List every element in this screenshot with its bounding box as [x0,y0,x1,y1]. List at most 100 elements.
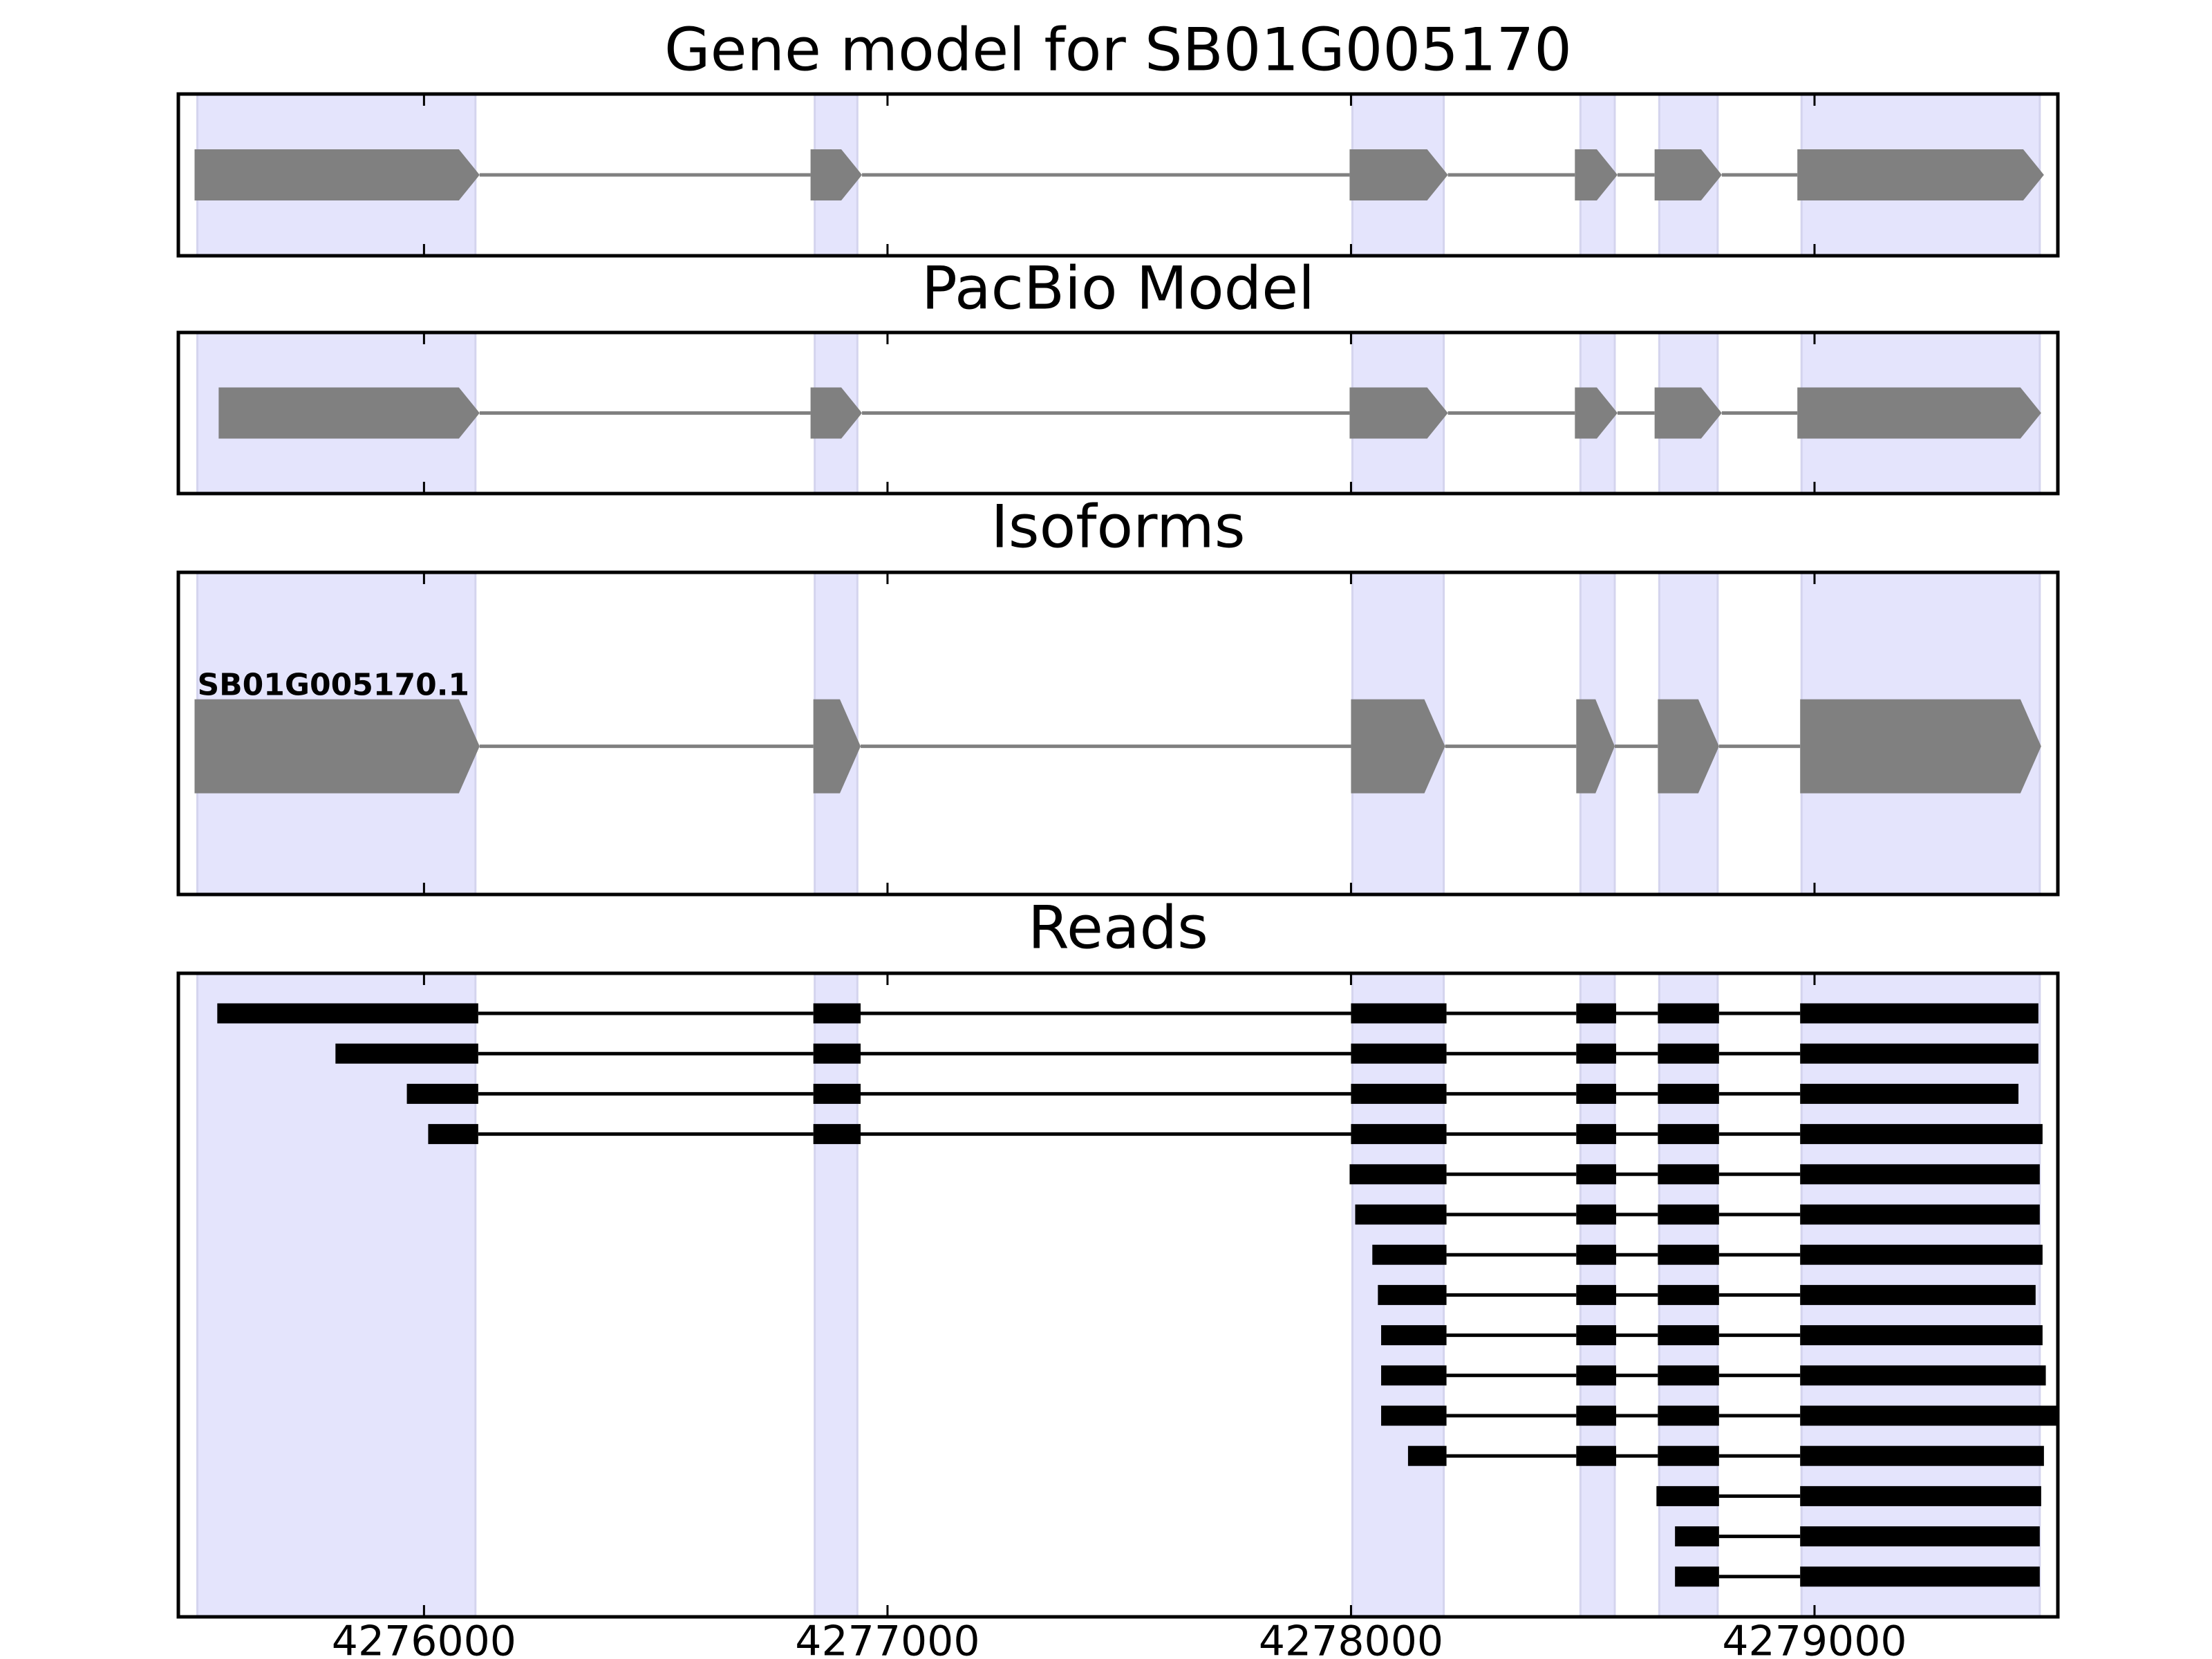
exon-shade [196,973,477,1617]
panel-plot [194,94,2044,256]
exon-arrow [1351,699,1445,794]
read-block [1656,1485,1719,1506]
read-block [1675,1566,1719,1587]
read-block [1658,1124,1719,1145]
panel-title: Isoforms [991,492,1245,561]
read-block [1800,1526,2040,1547]
exon-arrow [1575,387,1618,439]
read-block [1658,1003,1719,1024]
exon-arrow [1654,387,1722,439]
read-block [1378,1284,1447,1305]
exon-arrow [1575,149,1618,200]
read-block [1800,1445,2044,1466]
read-block [1576,1083,1616,1104]
read-block [1372,1244,1447,1265]
x-tick-label: 4279000 [1722,1618,1906,1659]
panel-title: Gene model for SB01G005170 [664,15,1572,84]
exon-arrow [1797,387,2041,439]
panel-plot [196,973,2058,1617]
read-block [1800,1405,2058,1426]
read-block [1381,1365,1447,1386]
read-block [1576,1284,1616,1305]
read-block [1658,1405,1719,1426]
exon-arrow [810,387,863,439]
read-block [335,1043,478,1064]
read-block [1351,1003,1447,1024]
x-tick-label: 4276000 [332,1618,516,1659]
read-block [406,1083,478,1104]
read-block [1675,1526,1719,1547]
read-block [1800,1043,2038,1064]
exon-arrow [1797,149,2044,200]
panel-frame [176,330,2060,496]
exon-arrow [194,149,480,200]
read-block [1800,1124,2043,1145]
read-block [813,1043,861,1064]
read-block [1576,1124,1616,1145]
read-block [1658,1043,1719,1064]
read-block [1351,1083,1447,1104]
read-block [1381,1325,1447,1346]
read-block [1658,1164,1719,1185]
panel-title: Reads [1028,893,1208,962]
panel-frame [176,570,2060,897]
read-block [217,1003,478,1024]
read-block [1658,1445,1719,1466]
read-block [1576,1325,1616,1346]
exon-arrow [813,699,861,794]
read-block [1355,1204,1447,1225]
exon-shade [814,973,859,1617]
exon-arrow [1658,699,1719,794]
read-block [1658,1083,1719,1104]
read-block [1576,1164,1616,1185]
read-block [813,1083,861,1104]
read-block [1658,1204,1719,1225]
read-block [1576,1204,1616,1225]
isoform-label: SB01G005170.1 [197,668,469,703]
read-block [1658,1284,1719,1305]
read-block [1800,1204,2040,1225]
read-block [1800,1365,2046,1386]
read-block [1658,1244,1719,1265]
x-tick-label: 4278000 [1259,1618,1443,1659]
exon-arrow [218,387,480,439]
read-block [1658,1365,1719,1386]
read-block [1407,1445,1447,1466]
exon-arrow [1349,387,1448,439]
read-block [1800,1325,2043,1346]
read-block [813,1124,861,1145]
read-block [1800,1566,2040,1587]
read-block [1351,1043,1447,1064]
read-block [1576,1003,1616,1024]
read-block [1800,1083,2019,1104]
panel-plot [194,572,2041,894]
read-block [813,1003,861,1024]
x-tick-label: 4277000 [795,1618,980,1659]
read-block [1800,1003,2038,1024]
read-block [1576,1365,1616,1386]
read-block [1576,1043,1616,1064]
exon-arrow [1576,699,1615,794]
read-block [1800,1284,2036,1305]
read-block [1800,1244,2043,1265]
panel-plot [196,332,2041,494]
read-block [1576,1445,1616,1466]
exon-arrow [810,149,863,200]
read-block [428,1124,478,1145]
read-block [1381,1405,1447,1426]
exon-arrow [1654,149,1722,200]
panel-title: PacBio Model [921,254,1315,323]
exon-arrow [194,699,480,794]
read-block [1349,1164,1447,1185]
read-block [1658,1325,1719,1346]
exon-arrow [1349,149,1448,200]
read-block [1800,1485,2041,1506]
panel-frame [176,971,2060,1619]
read-block [1576,1244,1616,1265]
exon-arrow [1800,699,2041,794]
read-block [1351,1124,1447,1145]
panel-frame [176,92,2060,258]
read-block [1800,1164,2040,1185]
read-block [1576,1405,1616,1426]
